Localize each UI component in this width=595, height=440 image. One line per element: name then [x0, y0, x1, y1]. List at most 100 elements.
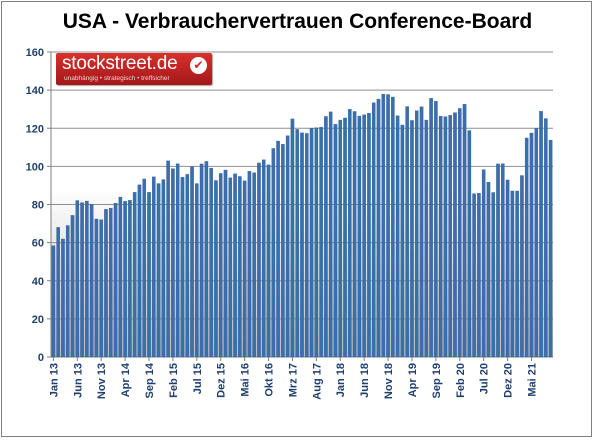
- bar: [218, 173, 223, 358]
- bar: [333, 124, 338, 358]
- x-tick-label: Jun 13: [72, 363, 84, 398]
- bar: [166, 160, 170, 358]
- bar: [486, 182, 491, 358]
- bar: [113, 203, 118, 358]
- x-tick-label: Okt 16: [264, 363, 276, 397]
- bar: [524, 137, 529, 358]
- bar: [175, 163, 180, 358]
- bar: [362, 114, 366, 358]
- bar: [257, 162, 261, 358]
- bar: [544, 118, 548, 358]
- bar: [477, 193, 481, 358]
- bar: [252, 172, 256, 358]
- checkmark-icon: ✔: [190, 57, 207, 74]
- x-tick-label: Sep 19: [431, 363, 443, 398]
- bar: [319, 126, 323, 358]
- bar: [357, 115, 362, 358]
- bar: [70, 215, 75, 358]
- bar: [214, 180, 218, 358]
- x-tick-label: Apr 19: [407, 363, 419, 397]
- bar: [534, 128, 539, 358]
- bar: [367, 113, 371, 358]
- bar: [434, 101, 438, 358]
- bar: [395, 115, 400, 358]
- bar: [290, 118, 295, 358]
- bar: [281, 144, 285, 358]
- bar: [391, 96, 395, 358]
- bar: [104, 209, 108, 358]
- bar: [424, 119, 429, 358]
- bar: [223, 169, 228, 358]
- x-tick-label: Aug 17: [311, 363, 323, 400]
- bar: [295, 129, 299, 358]
- bar: [453, 112, 457, 358]
- bar: [352, 111, 357, 358]
- bar: [195, 183, 199, 358]
- x-tick-label: Mai 16: [240, 363, 252, 397]
- bar: [56, 227, 60, 358]
- bar: [89, 203, 94, 358]
- x-tick-label: Jan 18: [335, 363, 347, 397]
- bar: [233, 173, 237, 358]
- x-tick-label: Jan 13: [48, 363, 60, 397]
- x-tick-label: Apr 14: [120, 362, 132, 397]
- x-tick-label: Nov 18: [383, 363, 395, 399]
- bar: [539, 111, 543, 358]
- x-tick-label: Mrz 17: [287, 363, 299, 397]
- x-tick-label: Sep 14: [144, 362, 156, 398]
- bar: [505, 179, 510, 358]
- bar: [276, 140, 280, 358]
- bar: [386, 94, 390, 358]
- bar: [328, 111, 333, 358]
- bar: [429, 98, 433, 358]
- bar: [228, 177, 233, 358]
- x-tick-label: Feb 15: [168, 363, 180, 398]
- bar: [152, 176, 156, 358]
- bar: [462, 104, 467, 358]
- bar: [199, 163, 204, 358]
- bar: [238, 176, 242, 358]
- y-tick-label: 20: [32, 314, 44, 326]
- y-tick-label: 160: [26, 47, 44, 59]
- bar: [204, 161, 209, 358]
- bar: [300, 132, 304, 358]
- bar: [94, 218, 99, 358]
- bar: [309, 128, 314, 358]
- bar: [190, 166, 194, 358]
- bar: [481, 169, 486, 358]
- bar: [501, 163, 505, 358]
- bar: [61, 238, 65, 358]
- bar: [266, 164, 271, 358]
- bar: [438, 116, 443, 358]
- bar: [108, 207, 113, 358]
- bar: [472, 193, 476, 358]
- bar: [142, 178, 147, 358]
- bar: [123, 201, 127, 358]
- bar: [285, 135, 290, 358]
- bar: [405, 106, 409, 358]
- bar: [348, 109, 352, 358]
- y-tick-label: 120: [26, 123, 44, 135]
- bar: [247, 171, 252, 358]
- bar: [515, 190, 519, 358]
- bar: [261, 159, 266, 358]
- x-tick-label: Dez 15: [216, 363, 228, 398]
- bar: [410, 120, 414, 358]
- bar: [400, 124, 405, 358]
- bar: [65, 225, 70, 358]
- x-tick-label: Jul 20: [479, 363, 491, 394]
- chart-title: USA - Verbrauchervertrauen Conference-Bo…: [62, 10, 533, 33]
- x-tick-label: Jun 18: [359, 363, 371, 398]
- bar: [51, 245, 56, 358]
- bar: [180, 177, 185, 358]
- bar: [132, 192, 137, 358]
- bar: [85, 200, 89, 358]
- bar: [443, 116, 448, 358]
- logo-brand-text: stockstreet.de: [62, 53, 178, 74]
- bar: [80, 202, 84, 358]
- bar: [496, 163, 500, 358]
- bar: [510, 190, 515, 358]
- bar: [118, 196, 123, 358]
- bar: [161, 179, 166, 358]
